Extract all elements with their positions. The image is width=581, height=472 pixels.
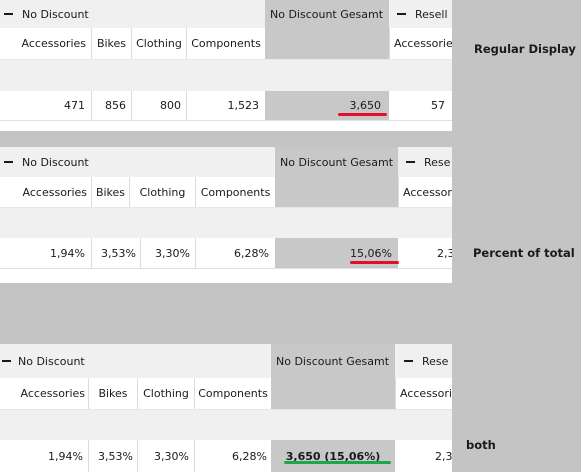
value-next: 2,3 [435, 449, 452, 463]
column-header-accessories[interactable]: Accessories [0, 28, 92, 59]
column-header-next[interactable]: Accessories [389, 28, 452, 59]
group-header-row: No Discount No Discount Gesamt Resell [0, 0, 452, 28]
gesamt-title: No Discount Gesamt [280, 155, 394, 169]
table-row: 1,94% 3,53% 3,30% 6,28% 15,06% 2,3 [0, 238, 452, 269]
column-header-next[interactable]: Accessor [398, 177, 452, 207]
value-bikes: 3,53% [89, 440, 138, 472]
highlight-underline [350, 261, 399, 264]
value-next: 2,3 [437, 246, 452, 260]
column-header-components[interactable]: Components [198, 387, 268, 400]
column-header-accessories[interactable]: Accessories [0, 378, 89, 409]
column-header-components[interactable]: Components [191, 37, 261, 50]
gesamt-title: No Discount Gesamt [276, 354, 390, 368]
group-header-no-discount[interactable]: No Discount [0, 0, 89, 28]
group-header-row: No Discount No Discount Gesamt Rese [0, 147, 452, 177]
matrix-regular-display: No Discount No Discount Gesamt Resell Ac… [0, 0, 452, 131]
spacer-row [0, 410, 452, 440]
panel-separator [0, 131, 452, 147]
group-title: Rese [424, 155, 451, 169]
gesamt-column-header [275, 177, 398, 207]
both-label: both [466, 438, 496, 452]
group-header-next[interactable]: Resell [389, 0, 448, 28]
value-clothing: 3,30% [141, 238, 196, 268]
group-title: Rese [422, 354, 449, 368]
collapse-icon[interactable] [397, 13, 406, 15]
percent-of-total-label: Percent of total [473, 246, 575, 260]
spacer-row [0, 208, 452, 238]
collapse-icon[interactable] [2, 360, 11, 362]
column-header-clothing[interactable]: Clothing [130, 177, 196, 207]
column-header-accessories[interactable]: Accessories [0, 177, 92, 207]
column-header-clothing[interactable]: Clothing [132, 28, 187, 59]
group-header-next[interactable]: Rese [398, 147, 450, 177]
collapse-icon[interactable] [4, 13, 13, 15]
column-header-components[interactable]: Components [200, 185, 271, 199]
highlight-underline [284, 461, 391, 464]
highlight-underline [338, 113, 387, 116]
column-header-bikes[interactable]: Bikes [92, 177, 130, 207]
value-components: 1,523 [227, 99, 260, 112]
gesamt-column-header [265, 28, 389, 59]
column-header-row: Accessories Bikes Clothing Components Ac… [0, 378, 452, 410]
column-header-next[interactable]: Accessori [395, 378, 452, 409]
collapse-icon[interactable] [404, 360, 413, 362]
spacer-row [0, 60, 452, 91]
column-header-row: Accessories Bikes Clothing Components Ac… [0, 28, 452, 60]
value-bikes: 3,53% [92, 238, 141, 268]
matrix-both: No Discount No Discount Gesamt Rese Acce… [0, 344, 452, 472]
column-header-bikes[interactable]: Bikes [92, 28, 132, 59]
group-header-no-discount[interactable]: No Discount [0, 147, 89, 177]
panel-separator [0, 283, 452, 344]
value-bikes: 856 [92, 91, 132, 120]
gesamt-header[interactable]: No Discount Gesamt [271, 344, 395, 378]
column-header-bikes[interactable]: Bikes [89, 378, 138, 409]
gesamt-column-header [271, 378, 395, 409]
group-title: No Discount [22, 7, 89, 21]
value-gesamt: 3,650 [265, 91, 389, 120]
value-gesamt: 3,650 (15,06%) [271, 440, 395, 472]
regular-display-label: Regular Display [474, 42, 576, 56]
group-header-no-discount[interactable]: No Discount [0, 344, 85, 378]
group-header-next[interactable]: Rese [395, 344, 448, 378]
value-components: 6,28% [234, 246, 269, 260]
gesamt-header[interactable]: No Discount Gesamt [265, 0, 389, 28]
annotation-sidebar: Regular Display Percent of total both [452, 0, 581, 472]
group-title: No Discount [22, 155, 89, 169]
gesamt-header[interactable]: No Discount Gesamt [275, 147, 398, 177]
collapse-icon[interactable] [406, 161, 415, 163]
collapse-icon[interactable] [4, 161, 13, 163]
column-header-clothing[interactable]: Clothing [138, 378, 195, 409]
value-accessories: 1,94% [0, 238, 92, 268]
column-header-row: Accessories Bikes Clothing Components Ac… [0, 177, 452, 208]
value-accessories: 1,94% [0, 440, 89, 472]
value-clothing: 800 [132, 91, 187, 120]
gesamt-title: No Discount Gesamt [270, 7, 384, 21]
table-row: 471 856 800 1,523 3,650 57 [0, 91, 452, 121]
table-row: 1,94% 3,53% 3,30% 6,28% 3,650 (15,06%) 2… [0, 440, 452, 472]
value-clothing: 3,30% [138, 440, 195, 472]
group-title: No Discount [18, 354, 85, 368]
matrix-percent-of-total: No Discount No Discount Gesamt Rese Acce… [0, 147, 452, 283]
group-header-row: No Discount No Discount Gesamt Rese [0, 344, 452, 378]
value-next: 57 [431, 99, 445, 112]
group-title: Resell [415, 7, 448, 21]
value-components: 6,28% [232, 449, 267, 463]
value-accessories: 471 [0, 91, 92, 120]
